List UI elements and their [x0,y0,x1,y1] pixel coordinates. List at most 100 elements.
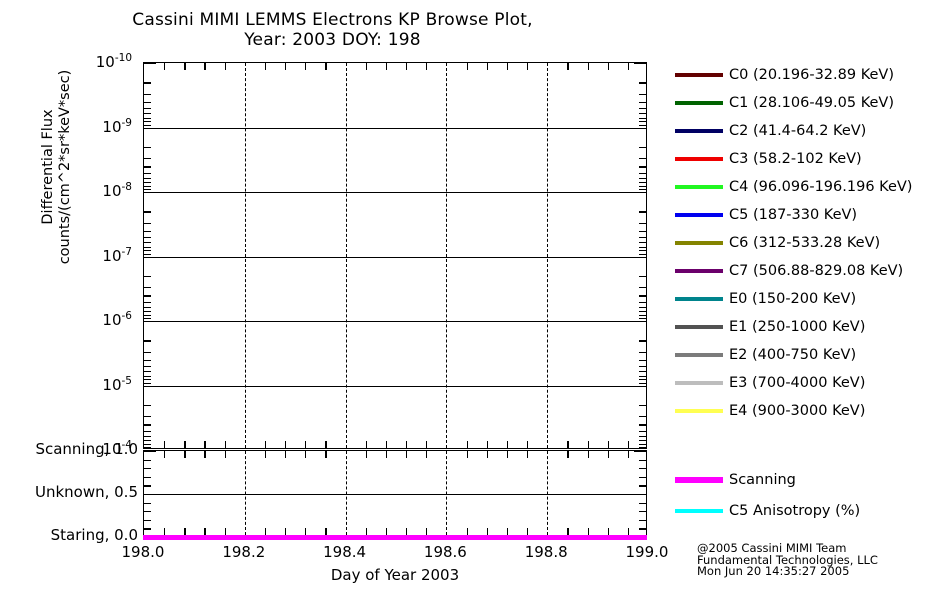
x-axis-minor-tick [506,441,509,448]
legend-item-channel[interactable]: E1 (250-1000 KeV) [675,318,865,336]
x-axis-minor-tick [325,63,327,70]
legend-color-swatch [675,129,723,133]
x-axis-minor-tick [385,528,388,535]
x-axis-minor-tick [587,528,589,535]
legend-item-channel[interactable]: C7 (506.88-829.08 KeV) [675,262,903,280]
y-axis-minor-tick [144,382,151,384]
x-axis-minor-tick [325,451,327,458]
x-axis-minor-tick [426,451,428,458]
legend-color-swatch [675,325,723,329]
scan-state-minor-tick [639,519,646,521]
scan-state-major-tick [144,494,156,496]
y-axis-minor-tick [144,185,151,187]
gridline-vertical-dashed [244,63,246,448]
scan-state-minor-tick [639,468,646,470]
legend-item-channel[interactable]: C3 (58.2-102 KeV) [675,150,862,168]
legend-item-channel[interactable]: E4 (900-3000 KeV) [675,402,865,420]
scan-state-minor-tick [639,459,646,461]
y-axis-minor-tick [144,435,151,437]
x-axis-minor-tick [325,441,327,448]
scan-state-major-tick [634,451,646,453]
y-axis-minor-tick [639,246,646,248]
y-axis-minor-tick [639,250,646,252]
legend-label: C4 (96.096-196.196 KeV) [729,179,913,195]
y-axis-major-tick [634,256,646,258]
y-axis-minor-tick [144,124,151,126]
legend-color-swatch [675,269,723,273]
x-axis-minor-tick [587,63,589,70]
x-axis-minor-tick [385,441,388,448]
x-axis-minor-tick [365,63,367,70]
legend-color-swatch [675,157,723,161]
scan-state-minor-tick [144,528,151,530]
legend-item-channel[interactable]: C0 (20.196-32.89 KeV) [675,66,894,84]
x-axis-minor-tick [426,528,428,535]
legend-item-status[interactable]: C5 Anisotropy (%) [675,502,860,520]
legend-item-channel[interactable]: E2 (400-750 KeV) [675,346,856,364]
legend-color-swatch [675,101,723,105]
y-axis-minor-tick [144,113,151,115]
x-axis-minor-tick [264,441,267,448]
y-axis-minor-tick [144,287,151,289]
x-axis-minor-tick [385,63,388,70]
legend-label: C1 (28.106-49.05 KeV) [729,95,894,111]
scan-state-minor-tick [639,528,646,530]
legend-label: C3 (58.2-102 KeV) [729,151,862,167]
legend-item-channel[interactable]: C6 (312-533.28 KeV) [675,234,880,252]
y-axis-major-tick [634,192,646,194]
gridline-vertical-dashed [446,451,448,535]
y-axis-minor-tick [144,447,151,449]
x-axis-minor-tick [224,441,226,448]
y-axis-minor-tick [639,287,646,289]
gridline-horizontal [144,256,646,258]
y-axis-minor-tick [639,166,646,168]
x-axis-minor-tick [164,441,166,448]
y-axis-minor-tick [144,311,151,313]
y-axis-minor-tick [144,275,151,278]
y-axis-minor-tick [144,404,151,407]
x-axis-minor-tick [305,451,307,458]
scan-state-minor-tick [144,485,151,487]
x-axis-minor-tick [204,63,206,70]
x-axis-minor-tick [164,528,166,535]
y-axis-minor-tick [144,359,151,362]
legend-item-channel[interactable]: C2 (41.4-64.2 KeV) [675,122,866,140]
y-axis-major-tick [634,385,646,387]
gridline-horizontal [144,192,646,193]
legend-color-swatch [675,241,723,245]
legend-item-channel[interactable]: C5 (187-330 KeV) [675,206,857,224]
y-axis-minor-tick [639,113,646,115]
gridline-horizontal [144,385,646,387]
x-axis-minor-tick [224,528,226,535]
legend-item-channel[interactable]: E3 (700-4000 KeV) [675,374,865,392]
y-axis-minor-tick [639,101,646,104]
legend-item-channel[interactable]: C1 (28.106-49.05 KeV) [675,94,894,112]
y-axis-minor-tick [144,351,151,353]
legend-color-swatch [675,213,723,217]
x-axis-minor-tick [285,528,287,535]
y-axis-minor-tick [144,314,151,316]
y-axis-tick-label: 10-8 [102,181,132,200]
y-axis-minor-tick [144,375,151,377]
y-axis-minor-tick [639,211,646,213]
x-axis-minor-tick [264,451,267,458]
x-axis-minor-tick [285,451,287,458]
x-axis-minor-tick [184,441,186,448]
legend-label: C2 (41.4-64.2 KeV) [729,123,867,139]
x-axis-minor-tick [466,451,468,458]
y-axis-minor-tick [144,108,151,110]
y-axis-minor-tick [144,318,151,320]
scan-state-plot-area [143,450,647,539]
legend-item-channel[interactable]: E0 (150-200 KeV) [675,290,856,308]
legend-item-status[interactable]: Scanning [675,471,796,489]
x-axis-minor-tick [406,451,408,458]
y-axis-minor-tick [144,371,151,373]
y-axis-minor-tick [144,237,151,239]
legend-color-swatch [675,353,723,357]
scan-state-minor-tick [639,511,646,513]
legend-item-channel[interactable]: C4 (96.096-196.196 KeV) [675,178,912,196]
y-axis-minor-tick [639,242,646,244]
legend-label: C7 (506.88-829.08 KeV) [729,263,904,279]
x-axis-minor-tick [627,528,630,535]
y-axis-minor-tick [144,250,151,252]
